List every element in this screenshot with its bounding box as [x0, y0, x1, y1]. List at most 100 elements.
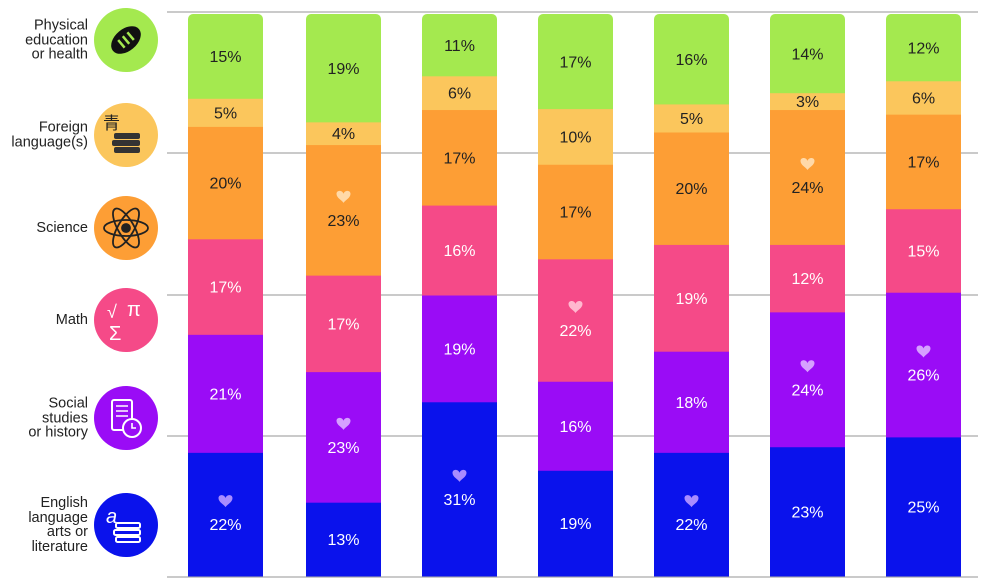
data-label: 16%	[675, 52, 707, 69]
bar-segment	[422, 401, 497, 577]
heart-icon	[800, 157, 815, 170]
svg-text:Σ: Σ	[109, 323, 121, 345]
data-label: 5%	[214, 105, 237, 122]
bar-segment	[306, 502, 381, 577]
data-label: 19%	[675, 291, 707, 308]
data-label: 10%	[559, 129, 591, 146]
bar-segment	[538, 258, 613, 382]
data-label: 17%	[443, 150, 475, 167]
bar-column-3: 31% 19% 16% 17% 6% 11%	[422, 14, 497, 577]
data-label: 19%	[327, 61, 359, 78]
bar-segment	[770, 244, 845, 313]
bar-segment	[422, 14, 497, 77]
legend-label: Social studies or history	[28, 395, 88, 441]
bar-segment	[306, 144, 381, 276]
data-label: 20%	[675, 181, 707, 198]
data-label: 24%	[791, 382, 823, 399]
bar-segment	[306, 121, 381, 146]
data-label: 19%	[443, 341, 475, 358]
bar-segment	[770, 311, 845, 448]
data-label: 26%	[907, 368, 939, 385]
legend-item: English language arts or literature a	[0, 490, 160, 560]
heart-icon	[218, 495, 233, 508]
legend-item: Social studies or history	[0, 383, 160, 453]
legend-label: English language arts or literature	[28, 495, 88, 555]
data-label: 4%	[332, 126, 355, 143]
bar-column-4: 19% 16% 22% 17% 10% 17%	[538, 14, 613, 577]
kanji-books-icon: 青	[94, 103, 158, 167]
bar-segment	[188, 126, 263, 240]
svg-text:π: π	[127, 299, 141, 321]
data-label: 17%	[907, 154, 939, 171]
bar-segment	[306, 14, 381, 123]
bar-segment	[422, 109, 497, 206]
bar-segment	[770, 109, 845, 245]
data-label: 16%	[443, 243, 475, 260]
data-label: 22%	[675, 517, 707, 534]
bar-segment	[306, 371, 381, 503]
heart-icon	[684, 495, 699, 508]
bar-segment	[654, 103, 729, 133]
bar-segment	[654, 132, 729, 245]
bar-segment	[886, 80, 961, 115]
bar-column-7: 25% 26% 15% 17% 6% 12%	[886, 14, 961, 577]
legend-item: Physical education or health	[0, 5, 160, 75]
data-label: 11%	[444, 38, 475, 55]
data-label: 12%	[907, 40, 939, 57]
heart-icon	[916, 345, 931, 358]
data-label: 31%	[443, 492, 475, 509]
bar-column-6: 23% 24% 12% 24% 3% 14%	[770, 14, 845, 577]
bar-segment	[188, 334, 263, 453]
legend-item: Foreign language(s) 青	[0, 100, 160, 170]
data-label: 25%	[907, 499, 939, 516]
bar-segment	[188, 452, 263, 577]
svg-text:√: √	[107, 302, 117, 322]
bar-segment	[770, 14, 845, 94]
bar-segment	[770, 446, 845, 577]
heart-icon	[568, 301, 583, 314]
data-label: 13%	[327, 532, 359, 549]
bar-segment	[422, 295, 497, 403]
data-label: 21%	[209, 386, 241, 403]
atom-icon	[94, 196, 158, 260]
legend-label: Physical education or health	[25, 17, 88, 63]
legend-item: Science	[0, 193, 160, 263]
svg-text:青: 青	[103, 114, 120, 133]
legend-label: Foreign language(s)	[11, 119, 88, 150]
bar-segment	[422, 205, 497, 296]
math-symbols-icon: √ π Σ	[94, 288, 158, 352]
bar-segment	[886, 14, 961, 82]
scroll-clock-icon	[94, 386, 158, 450]
bar-column-5: 22% 18% 19% 20% 5% 16%	[654, 14, 729, 577]
bar-segment	[886, 208, 961, 293]
bar-segment	[306, 275, 381, 373]
bar-segment	[188, 98, 263, 127]
bar-segment	[886, 292, 961, 438]
bar-segment	[538, 164, 613, 260]
data-label: 23%	[327, 213, 359, 230]
data-label: 17%	[327, 316, 359, 333]
data-label: 14%	[791, 46, 823, 63]
data-label: 20%	[209, 176, 241, 193]
data-label: 23%	[327, 440, 359, 457]
data-label: 12%	[791, 271, 823, 288]
data-label: 16%	[559, 419, 591, 436]
bar-segment	[538, 470, 613, 577]
data-label: 18%	[675, 395, 707, 412]
heart-icon	[336, 190, 351, 203]
heart-icon	[800, 360, 815, 373]
bar-segment	[886, 114, 961, 210]
bar-segment	[422, 75, 497, 111]
bar-segment	[538, 108, 613, 165]
bar-segment	[538, 381, 613, 471]
data-label: 6%	[448, 86, 471, 103]
bar-segment	[188, 238, 263, 335]
data-label: 24%	[791, 180, 823, 197]
data-label: 5%	[680, 111, 703, 128]
heart-icon	[336, 417, 351, 430]
bar-column-2: 13% 23% 17% 23% 4% 19%	[306, 14, 381, 577]
heart-icon	[452, 469, 467, 482]
football-icon	[94, 8, 158, 72]
data-label: 23%	[791, 504, 823, 521]
